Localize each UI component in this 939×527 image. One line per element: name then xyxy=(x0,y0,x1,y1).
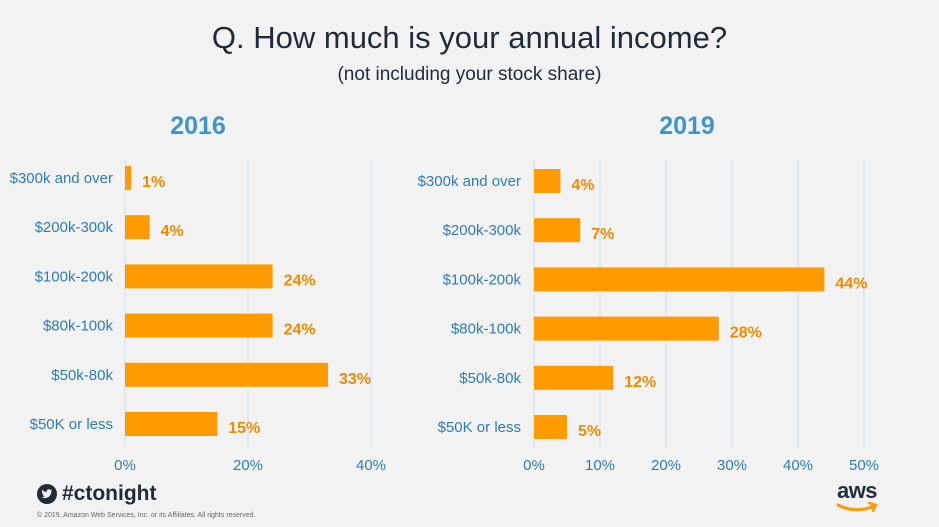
category-label: $300k and over xyxy=(418,173,521,190)
hashtag-text: #ctonight xyxy=(62,482,157,505)
aws-logo: aws xyxy=(832,478,882,514)
value-label: 12% xyxy=(624,374,656,391)
category-label: $50K or less xyxy=(30,416,113,433)
bar xyxy=(534,415,567,439)
bar xyxy=(534,365,614,390)
x-tick-label: 50% xyxy=(849,457,879,474)
category-label: $200k-300k xyxy=(35,219,114,236)
value-label: 44% xyxy=(835,275,867,292)
value-label: 28% xyxy=(730,325,762,342)
x-tick-label: 0% xyxy=(114,457,136,474)
value-label: 5% xyxy=(578,423,601,440)
x-tick-label: 0% xyxy=(523,457,545,474)
category-label: $200k-300k xyxy=(443,222,522,239)
x-tick-label: 20% xyxy=(651,457,681,474)
x-tick-label: 10% xyxy=(585,457,615,474)
x-tick-label: 40% xyxy=(783,457,813,474)
category-label: $50K or less xyxy=(438,419,521,436)
twitter-icon xyxy=(37,484,57,504)
bar xyxy=(125,412,218,436)
page-title: Q. How much is your annual income? xyxy=(211,20,728,55)
category-label: $80k-100k xyxy=(43,318,114,335)
chart-title: 2016 xyxy=(170,112,226,140)
value-label: 33% xyxy=(339,371,371,388)
copyright-text: © 2019, Amazon Web Services, Inc. or its… xyxy=(37,512,256,519)
x-tick-label: 40% xyxy=(356,457,386,474)
x-tick-label: 30% xyxy=(717,457,747,474)
value-label: 24% xyxy=(284,272,316,289)
bar xyxy=(534,267,825,292)
category-label: $300k and over xyxy=(10,170,113,187)
category-label: $100k-200k xyxy=(443,271,522,288)
value-label: 1% xyxy=(142,174,165,191)
footer-hashtag: #ctonight xyxy=(37,482,157,506)
bar xyxy=(125,264,273,289)
value-label: 4% xyxy=(161,223,184,240)
category-label: $50k-80k xyxy=(51,367,113,384)
category-label: $100k-200k xyxy=(35,268,114,285)
value-label: 24% xyxy=(284,322,316,339)
page-subtitle: (not including your stock share) xyxy=(337,64,602,85)
value-label: 7% xyxy=(591,226,614,243)
value-label: 4% xyxy=(571,177,594,194)
aws-smile-icon xyxy=(836,501,878,513)
bar xyxy=(125,215,150,240)
x-tick-label: 20% xyxy=(233,457,263,474)
category-label: $50k-80k xyxy=(459,370,521,387)
chart-title: 2019 xyxy=(659,112,715,140)
aws-logo-text: aws xyxy=(836,478,878,503)
bar xyxy=(125,313,273,338)
bar xyxy=(125,362,328,387)
bar xyxy=(534,316,719,341)
bar xyxy=(534,169,561,193)
bar xyxy=(125,166,132,190)
bar xyxy=(534,218,581,243)
value-label: 15% xyxy=(228,420,260,437)
category-label: $80k-100k xyxy=(451,321,522,338)
